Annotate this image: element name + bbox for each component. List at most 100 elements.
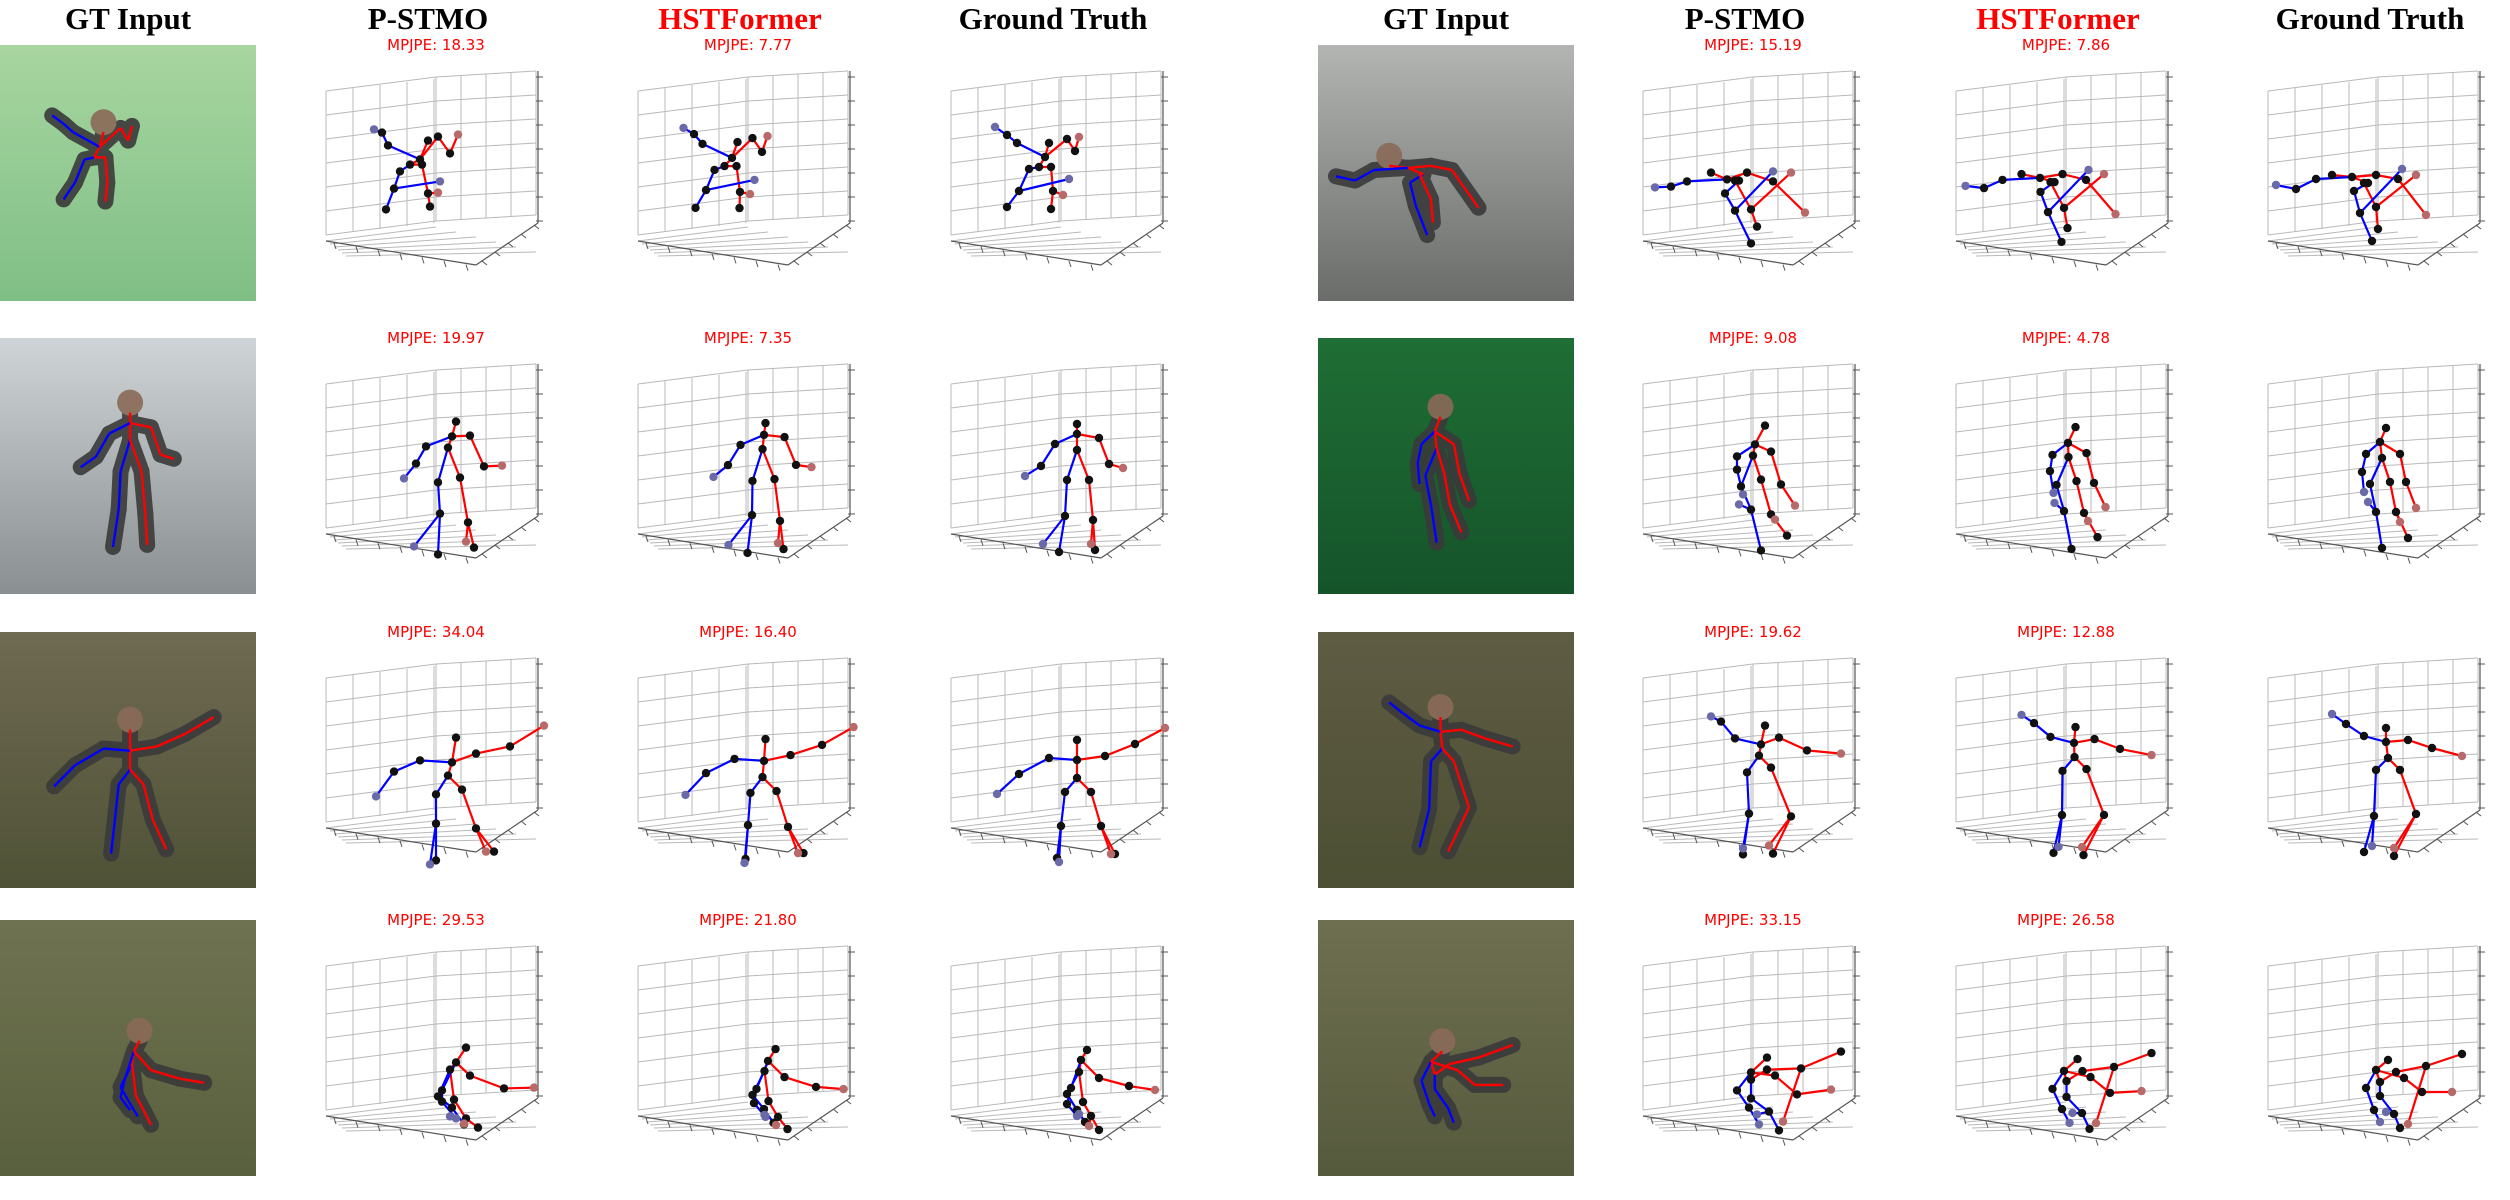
joint-marker bbox=[812, 1083, 820, 1091]
joint-marker bbox=[743, 549, 751, 557]
joint-marker bbox=[1769, 167, 1777, 175]
column-header-right-gt-input: GT Input bbox=[1296, 0, 1596, 40]
joint-marker bbox=[2382, 424, 2390, 432]
pstmo-pose-panel: MPJPE: 34.04 bbox=[286, 622, 586, 912]
joint-marker bbox=[758, 148, 766, 156]
joint-marker bbox=[763, 132, 771, 140]
joint-marker bbox=[1771, 515, 1779, 523]
joint-marker bbox=[444, 443, 452, 451]
input-image bbox=[1318, 45, 1574, 301]
joint-marker bbox=[1747, 1094, 1755, 1102]
joint-marker bbox=[761, 735, 769, 743]
joint-marker bbox=[690, 130, 698, 138]
joint-marker bbox=[1961, 182, 1969, 190]
joint-marker bbox=[452, 733, 460, 741]
joint-marker bbox=[1743, 768, 1751, 776]
joint-marker bbox=[2100, 170, 2108, 178]
joint-marker bbox=[746, 190, 754, 198]
hstformer-pose-panel: MPJPE: 7.86 bbox=[1916, 35, 2216, 325]
joint-marker bbox=[2086, 1073, 2094, 1081]
joint-marker bbox=[2071, 423, 2079, 431]
joint-marker bbox=[2356, 209, 2364, 217]
joint-marker bbox=[1651, 183, 1659, 191]
joint-marker bbox=[2030, 719, 2038, 727]
joint-marker bbox=[1761, 421, 1769, 429]
joint-marker bbox=[2350, 187, 2358, 195]
joint-marker bbox=[2058, 767, 2066, 775]
input-image bbox=[1318, 632, 1574, 888]
input-image bbox=[0, 920, 256, 1176]
joint-marker bbox=[2084, 517, 2092, 525]
ground-truth-pose-panel bbox=[2228, 910, 2510, 1200]
joint-marker bbox=[1057, 822, 1065, 830]
joint-marker bbox=[2046, 733, 2054, 741]
joint-marker bbox=[490, 847, 498, 855]
axes-3d bbox=[951, 364, 1168, 564]
joint-marker bbox=[2412, 504, 2420, 512]
axes-3d bbox=[2268, 658, 2485, 858]
joint-marker bbox=[2376, 1078, 2384, 1086]
joint-marker bbox=[1769, 177, 1777, 185]
joint-marker bbox=[390, 184, 398, 192]
joint-marker bbox=[1021, 472, 1029, 480]
joint-marker bbox=[426, 202, 434, 210]
column-header-left-p-stmo: P-STMO bbox=[278, 0, 578, 40]
joint-marker bbox=[772, 1121, 780, 1129]
joint-marker bbox=[2390, 844, 2398, 852]
joint-marker bbox=[422, 442, 430, 450]
joint-marker bbox=[410, 542, 418, 550]
joint-marker bbox=[446, 1112, 454, 1120]
joint-marker bbox=[1087, 788, 1095, 796]
joint-marker bbox=[780, 433, 788, 441]
joint-marker bbox=[482, 847, 490, 855]
hstformer-pose-panel: MPJPE: 4.78 bbox=[1916, 328, 2216, 618]
joint-marker bbox=[1767, 447, 1775, 455]
joint-marker bbox=[470, 543, 478, 551]
joint-marker bbox=[1767, 763, 1775, 771]
joint-marker bbox=[691, 204, 699, 212]
joint-marker bbox=[1667, 182, 1675, 190]
joint-marker bbox=[1827, 1085, 1835, 1093]
joint-marker bbox=[1095, 434, 1103, 442]
joint-marker bbox=[2372, 508, 2380, 516]
joint-marker bbox=[2065, 1119, 2073, 1127]
joint-marker bbox=[2078, 1109, 2086, 1117]
joint-marker bbox=[2058, 811, 2066, 819]
hstformer-pose-panel: MPJPE: 7.35 bbox=[598, 328, 898, 618]
joint-marker bbox=[770, 475, 778, 483]
joint-marker bbox=[2070, 753, 2078, 761]
pose-skeleton bbox=[681, 723, 857, 867]
hstformer-pose-panel: MPJPE: 16.40 bbox=[598, 622, 898, 912]
joint-marker bbox=[2062, 1077, 2070, 1085]
pstmo-pose-panel: MPJPE: 15.19 bbox=[1603, 35, 1903, 325]
joint-marker bbox=[2398, 165, 2406, 173]
joint-marker bbox=[724, 541, 732, 549]
pose-skeleton bbox=[679, 124, 771, 213]
joint-marker bbox=[2058, 170, 2066, 178]
joint-marker bbox=[1755, 1120, 1763, 1128]
ground-truth-pose-panel bbox=[911, 328, 1211, 618]
joint-marker bbox=[774, 1113, 782, 1121]
joint-marker bbox=[2372, 1066, 2380, 1074]
joint-marker bbox=[1763, 1053, 1771, 1061]
ground-truth-pose-panel bbox=[2228, 622, 2510, 912]
joint-marker bbox=[2366, 480, 2374, 488]
joint-marker bbox=[849, 723, 857, 731]
axes-3d bbox=[1643, 658, 1860, 858]
joint-marker bbox=[1071, 147, 1079, 155]
joint-marker bbox=[462, 1043, 470, 1051]
joint-marker bbox=[2084, 166, 2092, 174]
joint-marker bbox=[1107, 850, 1115, 858]
joint-marker bbox=[2382, 738, 2390, 746]
joint-marker bbox=[1771, 1071, 1779, 1079]
joint-marker bbox=[1003, 203, 1011, 211]
joint-marker bbox=[1105, 460, 1113, 468]
joint-marker bbox=[750, 1099, 758, 1107]
joint-marker bbox=[2044, 208, 2052, 216]
joint-marker bbox=[2090, 735, 2098, 743]
joint-marker bbox=[2394, 175, 2402, 183]
joint-marker bbox=[784, 823, 792, 831]
joint-marker bbox=[498, 461, 506, 469]
joint-marker bbox=[2370, 1106, 2378, 1114]
joint-marker bbox=[2328, 171, 2336, 179]
